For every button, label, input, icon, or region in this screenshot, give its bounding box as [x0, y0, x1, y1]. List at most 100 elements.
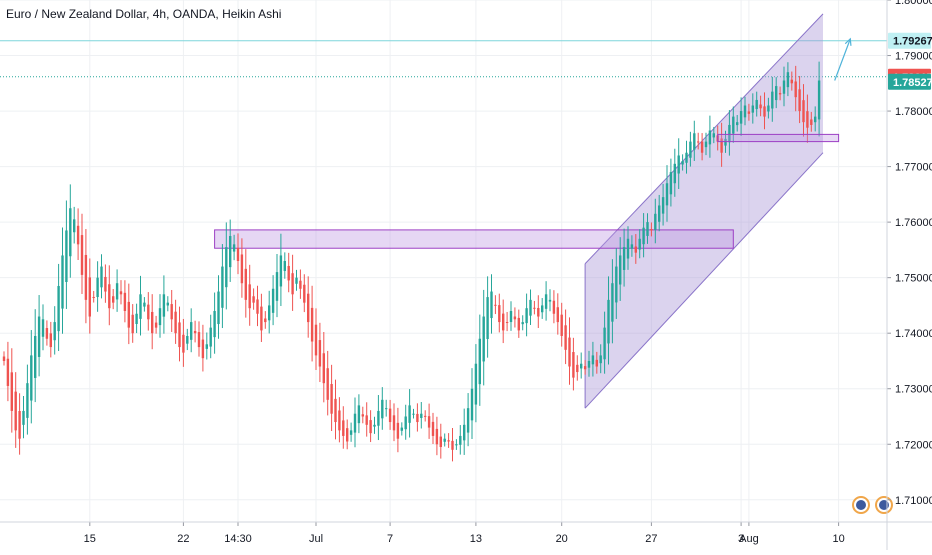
price-badge-label: 1.78527: [893, 77, 932, 89]
candle-body: [330, 384, 333, 414]
candle-body: [525, 308, 528, 324]
candle-body: [131, 314, 134, 334]
channel-lower-line: [584, 152, 824, 409]
candle-body: [619, 255, 622, 285]
candle-body: [240, 254, 244, 284]
candle-body: [174, 311, 177, 334]
candle-body: [404, 416, 407, 430]
candle-body: [353, 413, 357, 433]
candle-body: [147, 304, 150, 320]
candle-body: [80, 235, 84, 275]
candle-body: [435, 428, 439, 445]
candle-body: [455, 444, 458, 446]
candle-body: [264, 318, 267, 323]
candle-body: [84, 254, 88, 300]
y-tick-label: 1.71000: [895, 495, 932, 507]
candle-body: [190, 322, 193, 340]
candle-body: [115, 283, 119, 300]
candle-body: [248, 284, 251, 309]
candle-body: [197, 332, 201, 348]
candle-body: [541, 305, 544, 313]
candle-body: [583, 366, 587, 370]
candle-body: [275, 272, 279, 301]
y-tick-label: 1.80000: [895, 0, 932, 7]
candle-body: [123, 292, 127, 311]
candle-body: [408, 405, 411, 423]
drawings-layer: [0, 13, 887, 409]
candle-body: [295, 277, 298, 284]
candle-body: [10, 372, 13, 411]
drawings-overlay: [717, 37, 893, 514]
candle-body: [771, 91, 774, 109]
price-badge-label: 1.79267: [893, 36, 932, 48]
x-tick-label: 22: [177, 533, 189, 545]
candle-body: [630, 244, 634, 249]
candle-body: [580, 363, 583, 369]
candle-body: [778, 93, 782, 95]
candle-body: [186, 335, 189, 344]
y-tick-label: 1.75000: [895, 273, 932, 285]
candle-body: [88, 277, 91, 317]
candle-body: [373, 424, 376, 427]
candle-body: [509, 310, 513, 323]
candle-body: [517, 317, 520, 331]
candle-body: [369, 420, 372, 434]
candle-body: [786, 72, 790, 88]
candle-body: [232, 244, 236, 252]
candle-body: [151, 311, 154, 334]
candle-body: [225, 247, 228, 288]
y-tick-label: 1.76000: [895, 217, 932, 229]
candle-body: [104, 276, 107, 292]
candle-body: [521, 322, 524, 325]
candle-body: [229, 236, 232, 268]
candle-body: [790, 79, 793, 84]
support-zone: [717, 133, 840, 143]
candle-body: [463, 424, 466, 441]
price-badge-bg: [888, 32, 931, 49]
candle-body: [451, 440, 454, 450]
candle-body: [30, 355, 33, 401]
candle-body: [385, 408, 388, 410]
y-tick-label: 1.78000: [895, 106, 932, 118]
candle-body: [318, 340, 322, 367]
candle-body: [361, 414, 364, 417]
candle-body: [599, 355, 602, 364]
candle-body: [14, 391, 17, 431]
candle-body: [221, 266, 224, 308]
candle-body: [108, 284, 111, 309]
candle-body: [291, 273, 294, 295]
candle-body: [814, 116, 817, 123]
candle-body: [143, 302, 146, 307]
candle-body: [162, 294, 166, 317]
projection-arrow-line: [834, 38, 851, 81]
candle-body: [704, 141, 708, 148]
candle-body: [299, 280, 302, 289]
candle-body: [646, 222, 649, 236]
candle-body: [57, 285, 60, 332]
x-tick-label: Aug: [739, 533, 759, 545]
x-tick-label: 14:30: [224, 533, 252, 545]
candle-body: [767, 105, 770, 112]
candle-body: [287, 265, 290, 281]
candle-body: [135, 313, 138, 324]
candle-body: [697, 141, 700, 143]
candle-body: [443, 438, 446, 442]
candle-body: [685, 152, 688, 163]
candle-body: [18, 411, 21, 439]
candle-body: [388, 408, 392, 423]
x-tick-label: 3: [738, 533, 744, 545]
candle-body: [53, 322, 56, 341]
candle-body: [45, 328, 49, 339]
candle-body: [544, 294, 548, 309]
candle-body: [268, 305, 271, 321]
candle-body: [576, 364, 579, 373]
candle-body: [529, 299, 532, 316]
candle-body: [634, 246, 637, 253]
candle-body: [396, 422, 400, 439]
x-tick-label: 20: [556, 533, 568, 545]
candle-body: [252, 296, 255, 303]
chart-title: Euro / New Zealand Dollar, 4h, OANDA, He…: [6, 7, 282, 21]
candle-body: [470, 388, 474, 421]
